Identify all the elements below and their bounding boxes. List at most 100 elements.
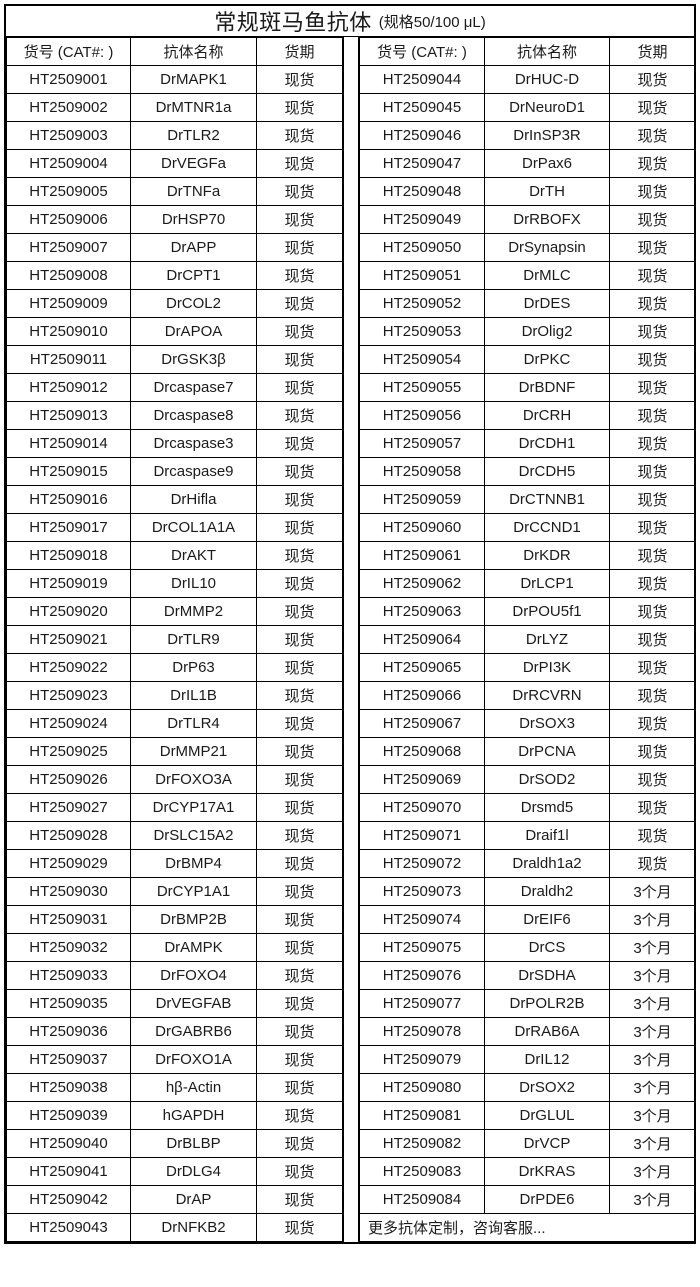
catalog-number-cell: HT2509005 [6, 177, 131, 206]
title-spec-text: (规格50/100 μL) [378, 13, 486, 31]
catalog-number-cell: HT2509049 [359, 205, 485, 234]
catalog-number-cell: HT2509028 [6, 821, 131, 850]
antibody-name-cell: Draldh1a2 [484, 849, 610, 878]
lead-time-cell: 现货 [609, 401, 696, 430]
catalog-number-cell: HT2509063 [359, 597, 485, 626]
lead-time-cell: 3个月 [609, 989, 696, 1018]
table-row: HT2509070 Drsmd5 现货 [359, 793, 696, 822]
table-row: HT2509038 hβ-Actin 现货 [6, 1073, 343, 1102]
antibody-name-cell: DrSOD2 [484, 765, 610, 794]
catalog-number-cell: HT2509040 [6, 1129, 131, 1158]
lead-time-cell: 现货 [256, 1017, 343, 1046]
table-row: HT2509014 Drcaspase3 现货 [6, 429, 343, 458]
catalog-number-cell: HT2509004 [6, 149, 131, 178]
header-row: 货号 (CAT#: ) 抗体名称 货期 [6, 37, 343, 66]
catalog-number-cell: HT2509038 [6, 1073, 131, 1102]
catalog-number-cell: HT2509027 [6, 793, 131, 822]
table-row: HT2509023 DrIL1B 现货 [6, 681, 343, 710]
lead-time-cell: 现货 [256, 597, 343, 626]
catalog-number-cell: HT2509066 [359, 681, 485, 710]
column-header-catalog: 货号 (CAT#: ) [6, 37, 131, 66]
catalog-number-cell: HT2509017 [6, 513, 131, 542]
lead-time-cell: 现货 [609, 597, 696, 626]
lead-time-cell: 现货 [256, 205, 343, 234]
antibody-name-cell: Drcaspase8 [130, 401, 257, 430]
table-row: HT2509037 DrFOXO1A 现货 [6, 1045, 343, 1074]
antibody-name-cell: DrFOXO4 [130, 961, 257, 990]
antibody-name-cell: DrIL12 [484, 1045, 610, 1074]
catalog-number-cell: HT2509026 [6, 765, 131, 794]
table-row: HT2509015 Drcaspase9 现货 [6, 457, 343, 486]
lead-time-cell: 现货 [256, 765, 343, 794]
lead-time-cell: 现货 [256, 933, 343, 962]
catalog-number-cell: HT2509078 [359, 1017, 485, 1046]
catalog-number-cell: HT2509072 [359, 849, 485, 878]
antibody-name-cell: DrCYP17A1 [130, 793, 257, 822]
antibody-name-cell: Drcaspase3 [130, 429, 257, 458]
lead-time-cell: 现货 [256, 261, 343, 290]
catalog-number-cell: HT2509013 [6, 401, 131, 430]
antibody-name-cell: DrSDHA [484, 961, 610, 990]
lead-time-cell: 现货 [609, 737, 696, 766]
table-row: HT2509081 DrGLUL 3个月 [359, 1101, 696, 1130]
lead-time-cell: 现货 [256, 177, 343, 206]
antibody-name-cell: DrSynapsin [484, 233, 610, 262]
column-header-lead-time: 货期 [609, 37, 696, 66]
lead-time-cell: 现货 [609, 457, 696, 486]
catalog-number-cell: HT2509025 [6, 737, 131, 766]
catalog-number-cell: HT2509080 [359, 1073, 485, 1102]
lead-time-cell: 现货 [256, 317, 343, 346]
catalog-number-cell: HT2509059 [359, 485, 485, 514]
table-row: HT2509064 DrLYZ 现货 [359, 625, 696, 654]
table-row: HT2509050 DrSynapsin 现货 [359, 233, 696, 262]
catalog-number-cell: HT2509011 [6, 345, 131, 374]
table-row: HT2509084 DrPDE6 3个月 [359, 1185, 696, 1214]
catalog-number-cell: HT2509050 [359, 233, 485, 262]
table-row: HT2509018 DrAKT 现货 [6, 541, 343, 570]
lead-time-cell: 现货 [609, 793, 696, 822]
lead-time-cell: 现货 [256, 541, 343, 570]
table-row: HT2509055 DrBDNF 现货 [359, 373, 696, 402]
antibody-name-cell: DrAPP [130, 233, 257, 262]
catalog-number-cell: HT2509021 [6, 625, 131, 654]
catalog-number-cell: HT2509065 [359, 653, 485, 682]
table-row: HT2509047 DrPax6 现货 [359, 149, 696, 178]
antibody-name-cell: DrGABRB6 [130, 1017, 257, 1046]
lead-time-cell: 现货 [256, 1045, 343, 1074]
lead-time-cell: 现货 [609, 317, 696, 346]
lead-time-cell: 现货 [609, 653, 696, 682]
antibody-name-cell: hβ-Actin [130, 1073, 257, 1102]
catalog-number-cell: HT2509071 [359, 821, 485, 850]
catalog-number-cell: HT2509051 [359, 261, 485, 290]
column-header-catalog: 货号 (CAT#: ) [359, 37, 485, 66]
table-row: HT2509080 DrSOX2 3个月 [359, 1073, 696, 1102]
column-header-antibody-name: 抗体名称 [130, 37, 257, 66]
antibody-name-cell: DrCTNNB1 [484, 485, 610, 514]
column-header-lead-time: 货期 [256, 37, 343, 66]
antibody-name-cell: DrCYP1A1 [130, 877, 257, 906]
catalog-number-cell: HT2509002 [6, 93, 131, 122]
antibody-name-cell: DrTLR9 [130, 625, 257, 654]
antibody-name-cell: DrCOL1A1A [130, 513, 257, 542]
lead-time-cell: 现货 [256, 1185, 343, 1214]
catalog-number-cell: HT2509054 [359, 345, 485, 374]
lead-time-cell: 现货 [256, 513, 343, 542]
table-row: HT2509011 DrGSK3β 现货 [6, 345, 343, 374]
table-row: HT2509008 DrCPT1 现货 [6, 261, 343, 290]
catalog-number-cell: HT2509001 [6, 65, 131, 94]
table-row: HT2509026 DrFOXO3A 现货 [6, 765, 343, 794]
lead-time-cell: 现货 [609, 681, 696, 710]
antibody-name-cell: DrTNFa [130, 177, 257, 206]
antibody-name-cell: DrPDE6 [484, 1185, 610, 1214]
antibody-name-cell: DrCS [484, 933, 610, 962]
lead-time-cell: 3个月 [609, 961, 696, 990]
antibody-name-cell: DrRAB6A [484, 1017, 610, 1046]
catalog-number-cell: HT2509053 [359, 317, 485, 346]
table-row: HT2509029 DrBMP4 现货 [6, 849, 343, 878]
lead-time-cell: 现货 [256, 709, 343, 738]
lead-time-cell: 现货 [256, 625, 343, 654]
catalog-number-cell: HT2509044 [359, 65, 485, 94]
catalog-number-cell: HT2509032 [6, 933, 131, 962]
antibody-name-cell: DrCCND1 [484, 513, 610, 542]
lead-time-cell: 现货 [256, 989, 343, 1018]
